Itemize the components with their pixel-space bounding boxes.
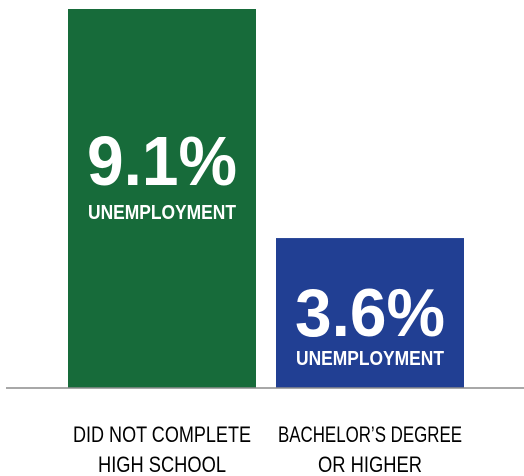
bar-value-label-2: 3.6% (295, 275, 445, 351)
category-label-1-line-1: DID NOT COMPLETE (73, 422, 251, 447)
bar-sublabel-2: UNEMPLOYMENT (296, 348, 444, 370)
category-label-2-line-1: BACHELOR’S DEGREE (278, 422, 462, 447)
bar-sublabel-1: UNEMPLOYMENT (88, 202, 236, 224)
bar-2 (276, 238, 464, 388)
bar-value-label-1: 9.1% (87, 122, 237, 200)
category-label-1-line-2: HIGH SCHOOL (98, 452, 226, 476)
category-label-2-line-2: OR HIGHER (318, 452, 422, 476)
bar-1 (68, 9, 256, 388)
